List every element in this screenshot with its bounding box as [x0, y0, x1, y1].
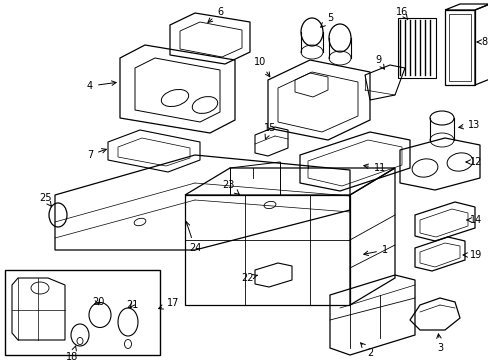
Text: 12: 12: [465, 157, 481, 167]
Text: 25: 25: [39, 193, 51, 206]
Bar: [397, 18, 435, 78]
Text: 5: 5: [320, 13, 332, 27]
Text: 21: 21: [125, 300, 138, 310]
Bar: [5, 270, 160, 355]
Text: 13: 13: [458, 120, 479, 130]
Text: 20: 20: [92, 297, 104, 307]
Text: 8: 8: [476, 37, 486, 47]
Text: 24: 24: [185, 222, 201, 253]
Text: 11: 11: [363, 163, 386, 173]
Text: 16: 16: [395, 7, 407, 20]
Text: 23: 23: [222, 180, 239, 194]
Text: 17: 17: [158, 298, 179, 309]
Text: 1: 1: [363, 245, 387, 256]
Bar: [448, 14, 470, 81]
Text: 22: 22: [241, 273, 257, 283]
Text: 6: 6: [207, 7, 223, 22]
Text: 15: 15: [263, 123, 276, 139]
Text: 18: 18: [66, 346, 78, 360]
Text: 10: 10: [253, 57, 269, 77]
Text: 9: 9: [374, 55, 384, 69]
Text: 4: 4: [87, 81, 116, 91]
Text: 14: 14: [466, 215, 481, 225]
Text: 7: 7: [87, 149, 106, 160]
Text: 19: 19: [462, 250, 481, 260]
Text: 3: 3: [436, 334, 442, 353]
Text: 2: 2: [360, 343, 372, 358]
